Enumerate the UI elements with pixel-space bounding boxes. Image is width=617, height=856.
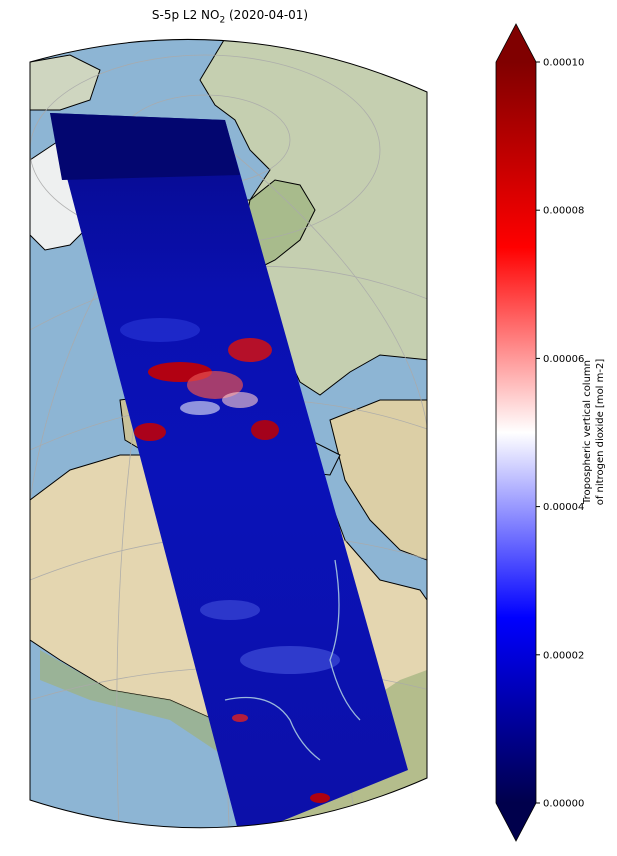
colorbar-ticks: 0.00000 0.00002 0.00004 0.00006 0.00008 0.000… [536,58,584,810]
globe-disk [30,39,427,828]
colorbar-label-line2: of nitrogen dioxide [mol m-2] [595,359,606,506]
colorbar-tick-label: 0.00010 [543,58,584,69]
colorbar-extend-max [496,24,536,62]
no2-swath [50,113,408,828]
colorbar-gradient [496,62,536,803]
map-title: S-5p L2 NO2 (2020-04-01) [0,8,460,25]
title-prefix: S-5p L2 NO [151,8,220,22]
colorbar-extend-min [496,803,536,841]
title-suffix: (2020-04-01) [225,8,309,22]
colorbar-tick-label: 0.00000 [543,799,584,810]
rivers [224,559,361,761]
globe-outline [29,38,428,829]
title-subscript: 2 [219,15,226,26]
colorbar-tick-label: 0.00008 [543,206,584,217]
colorbar-label-line1: Tropospheric vertical column [582,360,593,505]
colorbar-tick-label: 0.00002 [543,650,584,661]
colorbar-tick-label: 0.00004 [543,502,584,513]
colorbar-tick-label: 0.00006 [543,354,584,365]
north-america-land [30,54,101,111]
